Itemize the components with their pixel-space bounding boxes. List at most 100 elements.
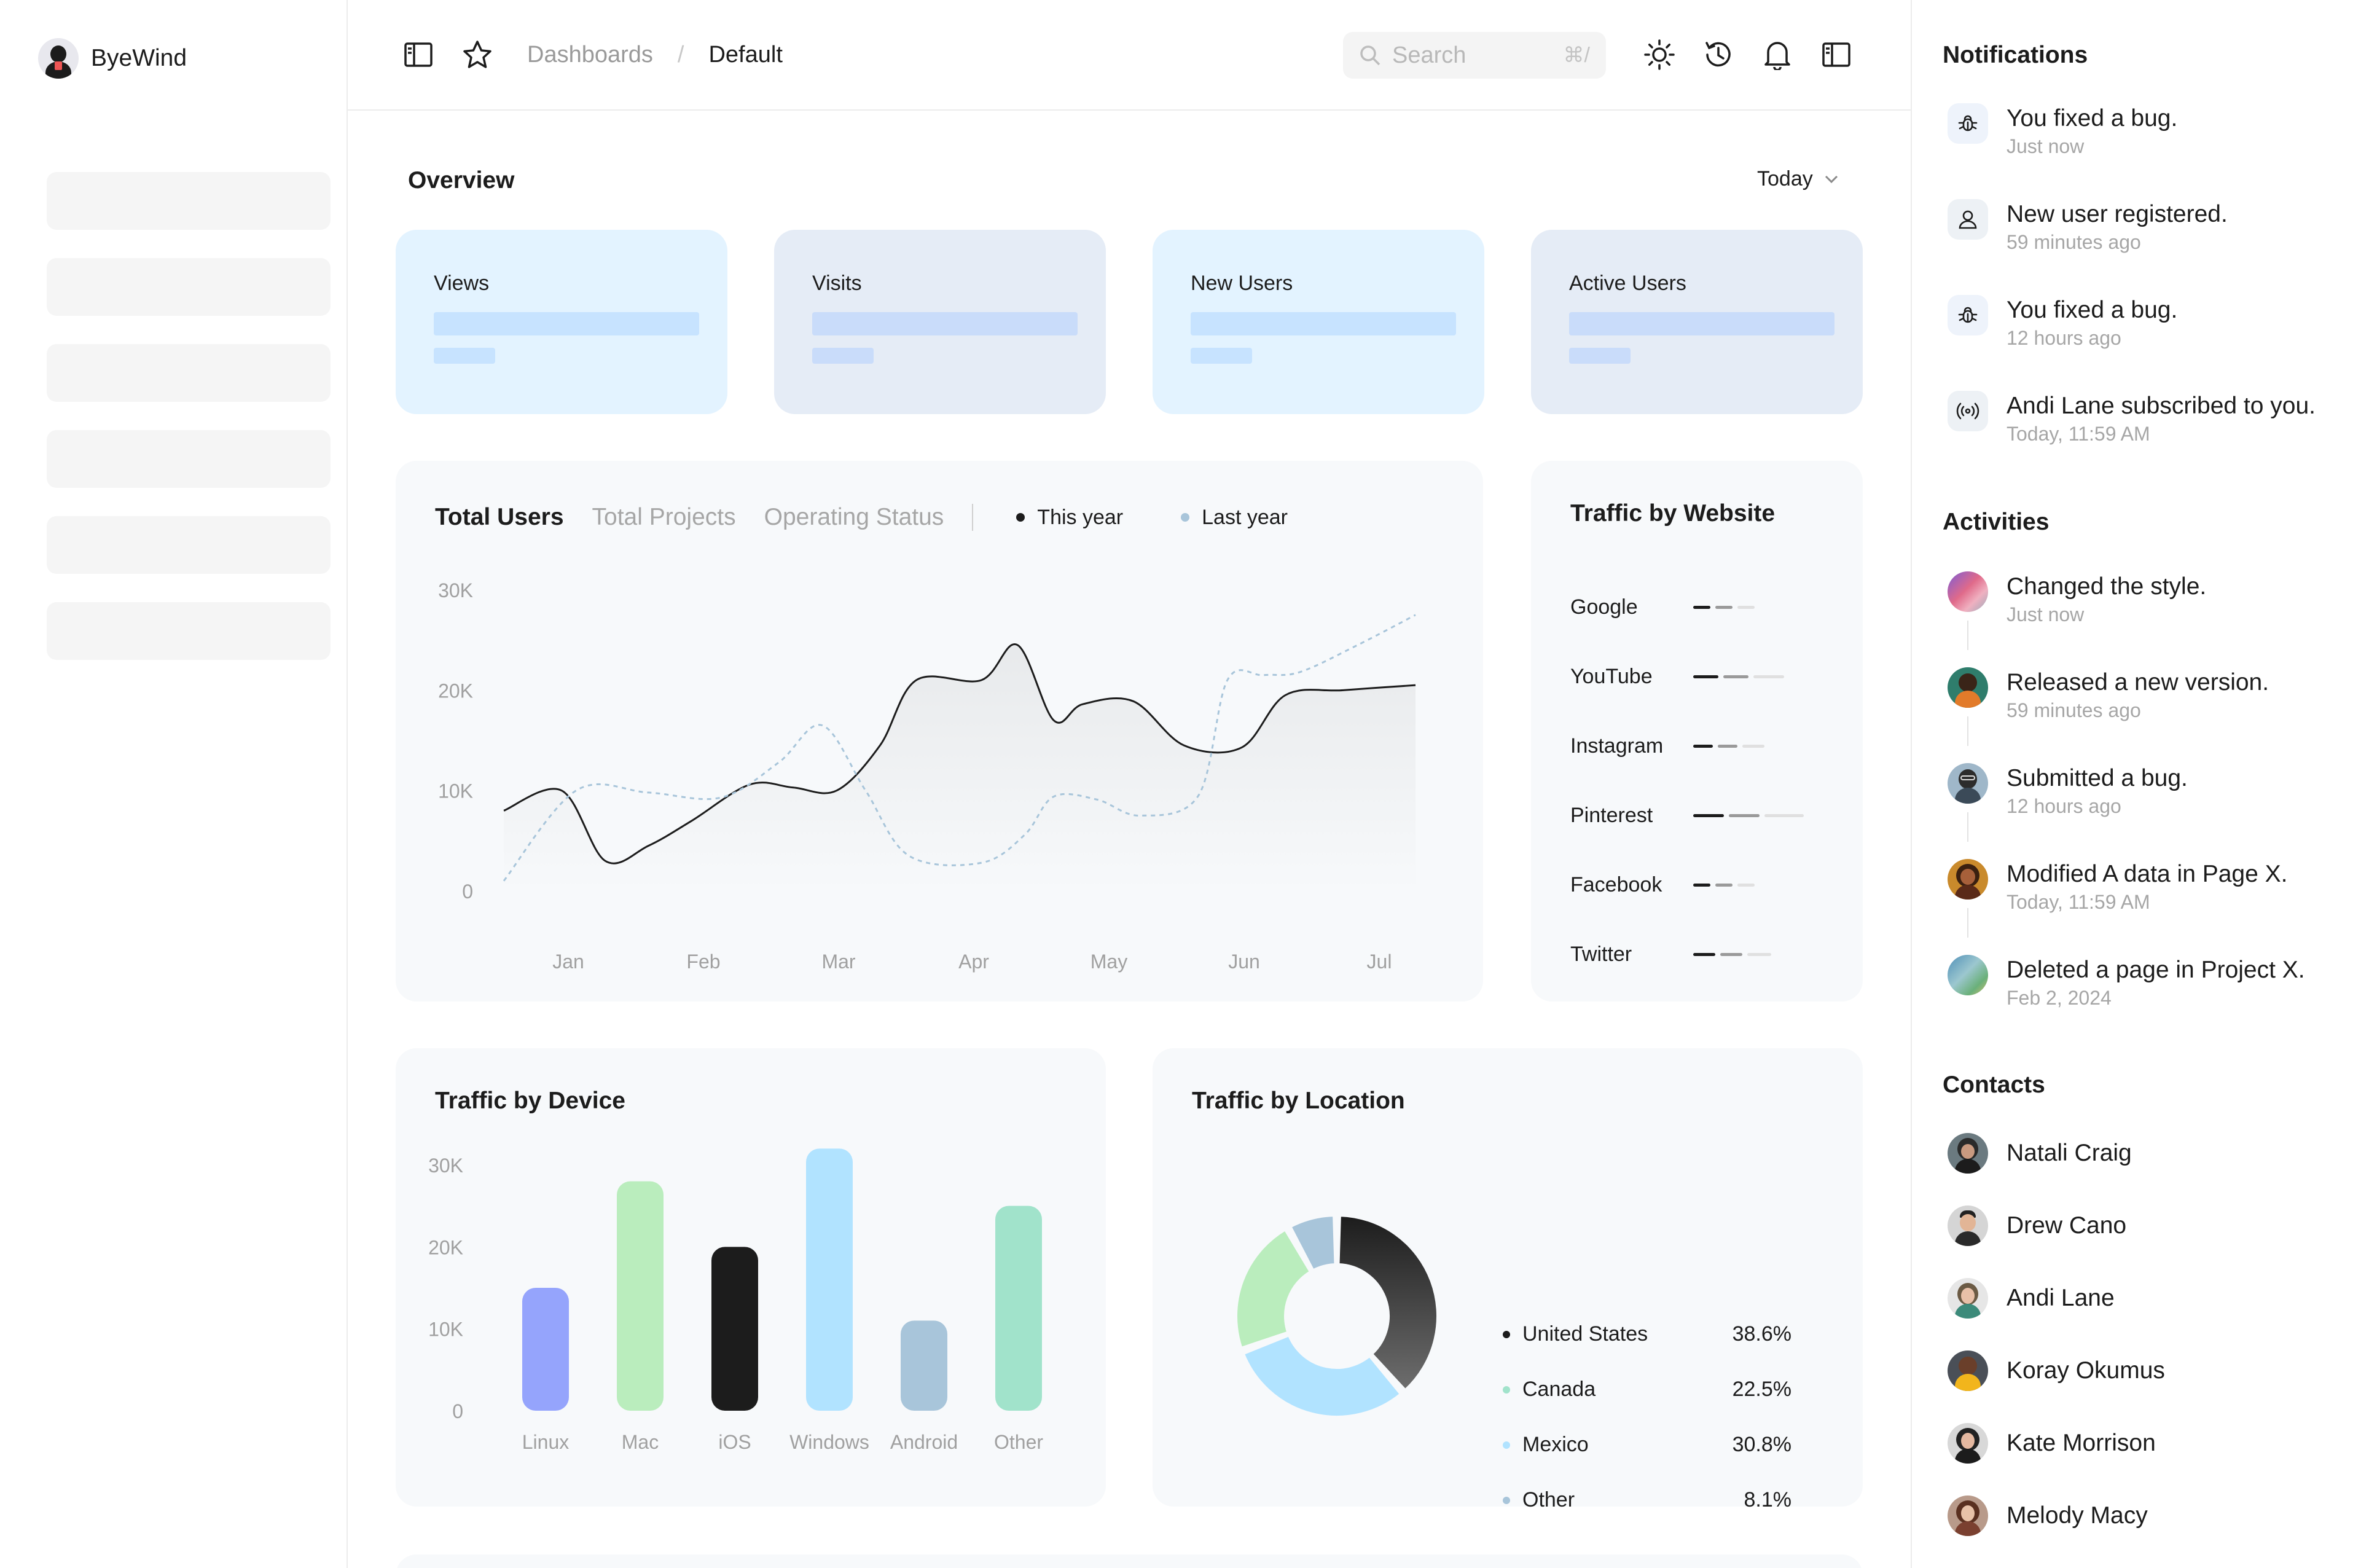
site-row: Twitter	[1570, 941, 1776, 968]
contact-item[interactable]: Andi Lane	[1948, 1278, 2115, 1319]
total-users-card: Total Users Total Projects Operating Sta…	[396, 461, 1483, 1002]
site-traffic-bar	[1737, 605, 1755, 609]
notification-item[interactable]: New user registered. 59 minutes ago	[1948, 199, 2365, 254]
topbar: Dashboards / Default Search ⌘/	[348, 0, 1911, 111]
sidebar-item-placeholder[interactable]	[47, 258, 331, 316]
contact-item[interactable]: Drew Cano	[1948, 1205, 2126, 1246]
tab-operating-status[interactable]: Operating Status	[764, 504, 944, 530]
search-icon	[1360, 45, 1380, 66]
contact-item[interactable]: Koray Okumus	[1948, 1350, 2165, 1391]
breadcrumb-dashboards[interactable]: Dashboards	[527, 42, 653, 68]
stat-label: New Users	[1191, 272, 1293, 295]
y-tick-label: 0	[462, 880, 473, 903]
traffic-by-device-bar-chart: 0 10K 20K 30K Linux Mac iOS Windows Android Other	[428, 1148, 1043, 1453]
activity-item[interactable]: Changed the style. Just now	[1948, 571, 2365, 627]
main-content: Overview Today Views Visits New Users Ac…	[348, 111, 1911, 1568]
chevron-down-icon	[1825, 175, 1838, 183]
contact-name: Drew Cano	[2007, 1212, 2127, 1239]
stat-value-placeholder	[812, 312, 1078, 335]
notification-item[interactable]: You fixed a bug. Just now	[1948, 103, 2365, 159]
stat-card-views[interactable]: Views	[396, 230, 727, 414]
history-icon[interactable]	[1702, 38, 1735, 71]
card-title: Traffic by Website	[1570, 500, 1776, 527]
contact-name: Kate Morrison	[2007, 1430, 2156, 1456]
site-label: Facebook	[1570, 872, 1662, 896]
next-card-partial	[396, 1554, 1863, 1568]
breadcrumb-default[interactable]: Default	[708, 42, 783, 68]
panel-toggle-icon[interactable]	[1820, 38, 1853, 71]
user-icon	[1948, 199, 1988, 240]
legend-label: Last year	[1202, 505, 1288, 529]
site-traffic-bar	[1729, 813, 1760, 817]
location-value: 22.5%	[1732, 1378, 1791, 1401]
notification-time: Today, 11:59 AM	[2007, 423, 2150, 445]
stat-card-active-users[interactable]: Active Users	[1531, 230, 1863, 414]
contact-item[interactable]: Kate Morrison	[1948, 1423, 2156, 1464]
donut-slice	[1337, 1214, 1439, 1392]
x-tick-label: Mac	[622, 1431, 659, 1453]
activities-title: Activities	[1943, 509, 2050, 535]
tab-total-projects[interactable]: Total Projects	[592, 504, 736, 530]
site-traffic-bar	[1693, 883, 1710, 887]
stat-card-visits[interactable]: Visits	[774, 230, 1106, 414]
location-name: Other	[1522, 1488, 1575, 1511]
activity-item[interactable]: Released a new version. 59 minutes ago	[1948, 667, 2365, 723]
activity-item[interactable]: Deleted a page in Project X. Feb 2, 2024	[1948, 955, 2365, 1010]
sun-icon[interactable]	[1643, 38, 1676, 71]
search-shortcut: ⌘/	[1563, 44, 1590, 67]
avatar	[1948, 1495, 1988, 1536]
search-input[interactable]: Search ⌘/	[1343, 32, 1606, 79]
x-tick-label: Other	[994, 1431, 1043, 1453]
legend-label: This year	[1037, 505, 1124, 529]
avatar	[1948, 1205, 1988, 1246]
star-icon[interactable]	[461, 38, 494, 71]
tab-total-users[interactable]: Total Users	[435, 504, 564, 530]
date-range-select[interactable]: Today	[1757, 167, 1839, 191]
location-name: Canada	[1522, 1378, 1596, 1401]
activity-item[interactable]: Modified A data in Page X. Today, 11:59 …	[1948, 859, 2365, 914]
legend-this-year: This year	[1016, 506, 1123, 530]
activity-text: Deleted a page in Project X.	[2007, 957, 2305, 983]
activity-time: Today, 11:59 AM	[2007, 891, 2150, 913]
site-traffic-bar	[1764, 813, 1804, 817]
stat-card-new-users[interactable]: New Users	[1153, 230, 1484, 414]
activity-text: Changed the style.	[2007, 573, 2207, 600]
contact-name: Andi Lane	[2007, 1285, 2115, 1311]
total-users-line-chart: 0 10K 20K 30K Jan Feb Mar Apr May Jun Jul	[438, 579, 1416, 973]
contact-name: Koray Okumus	[2007, 1357, 2165, 1384]
notification-item[interactable]: Andi Lane subscribed to you. Today, 11:5…	[1948, 391, 2365, 446]
bell-icon[interactable]	[1761, 38, 1794, 71]
brand[interactable]: ByeWind	[38, 38, 187, 79]
donut-slice	[1242, 1334, 1402, 1418]
avatar	[1948, 955, 1988, 995]
y-tick-label: 20K	[428, 1236, 463, 1258]
site-traffic-bar	[1723, 675, 1748, 678]
sidebar-item-placeholder[interactable]	[47, 344, 331, 402]
site-row: Facebook	[1570, 871, 1760, 898]
avatar	[1948, 1350, 1988, 1391]
contact-item[interactable]: Melody Macy	[1948, 1495, 2148, 1536]
stat-label: Views	[434, 272, 490, 295]
breadcrumb: Dashboards / Default	[527, 42, 783, 68]
sidebar-item-placeholder[interactable]	[47, 516, 331, 574]
activity-item[interactable]: Submitted a bug. 12 hours ago	[1948, 763, 2365, 818]
activity-time: Feb 2, 2024	[2007, 987, 2112, 1009]
timeline-connector	[1967, 812, 1968, 842]
site-label: Pinterest	[1570, 803, 1653, 827]
traffic-by-location-card: Traffic by Location United States 38.6% …	[1153, 1048, 1863, 1511]
brand-avatar	[38, 38, 79, 79]
x-tick-label: May	[1091, 951, 1127, 973]
stat-change-placeholder	[434, 348, 495, 364]
site-traffic-bar	[1693, 813, 1724, 817]
sidebar-toggle-icon[interactable]	[402, 38, 435, 71]
card-title: Traffic by Location	[1192, 1088, 1405, 1114]
contact-item[interactable]: Natali Craig	[1948, 1133, 2132, 1174]
notification-item[interactable]: You fixed a bug. 12 hours ago	[1948, 295, 2365, 350]
sidebar-item-placeholder[interactable]	[47, 172, 331, 230]
activity-text: Modified A data in Page X.	[2007, 861, 2288, 887]
site-traffic-bar	[1693, 675, 1718, 678]
right-panel: Notifications You fixed a bug. Just now …	[1911, 0, 2369, 1568]
y-tick-label: 30K	[428, 1154, 463, 1177]
sidebar-item-placeholder[interactable]	[47, 430, 331, 488]
sidebar-item-placeholder[interactable]	[47, 602, 331, 660]
